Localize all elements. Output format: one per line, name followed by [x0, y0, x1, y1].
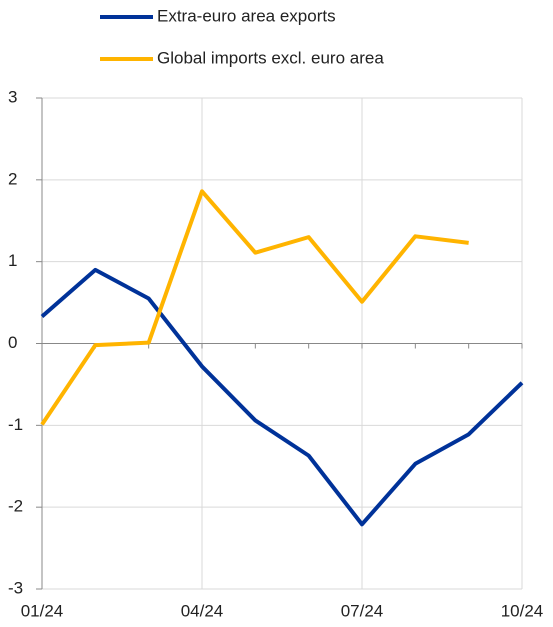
x-tick-label: 04/24 [181, 601, 224, 620]
legend-label: Global imports excl. euro area [157, 48, 384, 67]
x-tick-label: 01/24 [21, 601, 64, 620]
y-tick-label: 2 [8, 169, 17, 188]
legend-label: Extra-euro area exports [157, 6, 336, 25]
x-tick-label: 10/24 [501, 601, 544, 620]
data-line [40, 189, 469, 426]
data-line [40, 267, 524, 527]
y-tick-label: -2 [8, 497, 23, 516]
y-tick-label: 3 [8, 87, 17, 106]
y-tick-label: -1 [8, 415, 23, 434]
x-tick-label: 07/24 [341, 601, 384, 620]
y-tick-label: 1 [8, 251, 17, 270]
y-tick-label: 0 [8, 333, 17, 352]
y-tick-label: -3 [8, 578, 23, 597]
